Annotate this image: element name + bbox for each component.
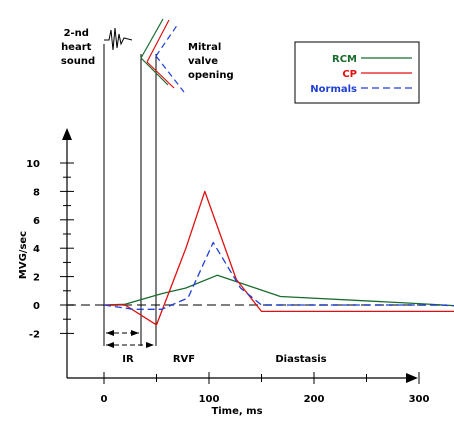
x-ticks: 0 100 200 300: [101, 372, 430, 405]
heart-sound-label: 2-nd heart sound: [61, 28, 95, 67]
mitral-valve-fan: [140, 18, 185, 93]
y-tick-label: 0: [33, 301, 40, 312]
rvf-label: RVF: [173, 354, 195, 365]
series-line-rcm: [103, 274, 454, 307]
series-line-normals: [103, 241, 454, 310]
heart-sound-squiggle: [104, 27, 133, 51]
y-tick-label: 8: [33, 187, 40, 198]
diastasis-label: Diastasis: [275, 354, 326, 365]
legend: RCM CP Normals: [294, 41, 420, 104]
x-axis-arrow: [406, 373, 418, 383]
y-tick-label: 2: [33, 273, 40, 284]
y-axis-arrow: [62, 128, 72, 140]
y-tick-label: 4: [33, 244, 40, 255]
x-tick-label: 300: [409, 394, 430, 405]
y-tick-label: 6: [33, 216, 40, 227]
x-tick-label: 0: [101, 394, 108, 405]
series-group: [103, 190, 454, 326]
y-axis-label: MVG/sec: [18, 231, 29, 279]
y-ticks: -2 0 2 4 6 8 10: [26, 159, 74, 340]
x-tick-label: 200: [304, 394, 325, 405]
x-axis-label: Time, ms: [211, 406, 262, 417]
legend-label-rcm: RCM: [332, 54, 357, 65]
y-tick-label: -2: [29, 329, 40, 340]
mitral-valve-label: Mitral valve opening: [188, 42, 234, 81]
y-tick-label: 10: [26, 159, 40, 170]
legend-label-normals: Normals: [310, 84, 357, 95]
ir-label: IR: [122, 354, 134, 365]
legend-label-cp: CP: [342, 69, 357, 80]
ir-rvf-arrows: [106, 330, 154, 348]
x-tick-label: 100: [199, 394, 220, 405]
